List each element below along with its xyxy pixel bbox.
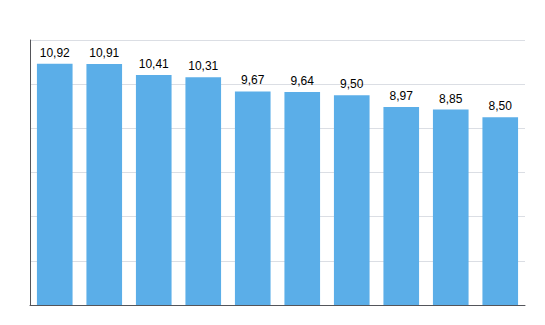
svg-text:10,91: 10,91: [89, 46, 119, 60]
svg-text:10,41: 10,41: [139, 57, 169, 71]
svg-text:10,31: 10,31: [188, 59, 218, 73]
svg-text:8,50: 8,50: [489, 99, 513, 113]
svg-text:8,85: 8,85: [439, 92, 463, 106]
svg-text:9,67: 9,67: [241, 73, 265, 87]
svg-text:9,50: 9,50: [340, 77, 364, 91]
svg-text:10,92: 10,92: [40, 46, 70, 60]
svg-text:8,97: 8,97: [390, 89, 414, 103]
svg-text:9,64: 9,64: [291, 74, 315, 88]
